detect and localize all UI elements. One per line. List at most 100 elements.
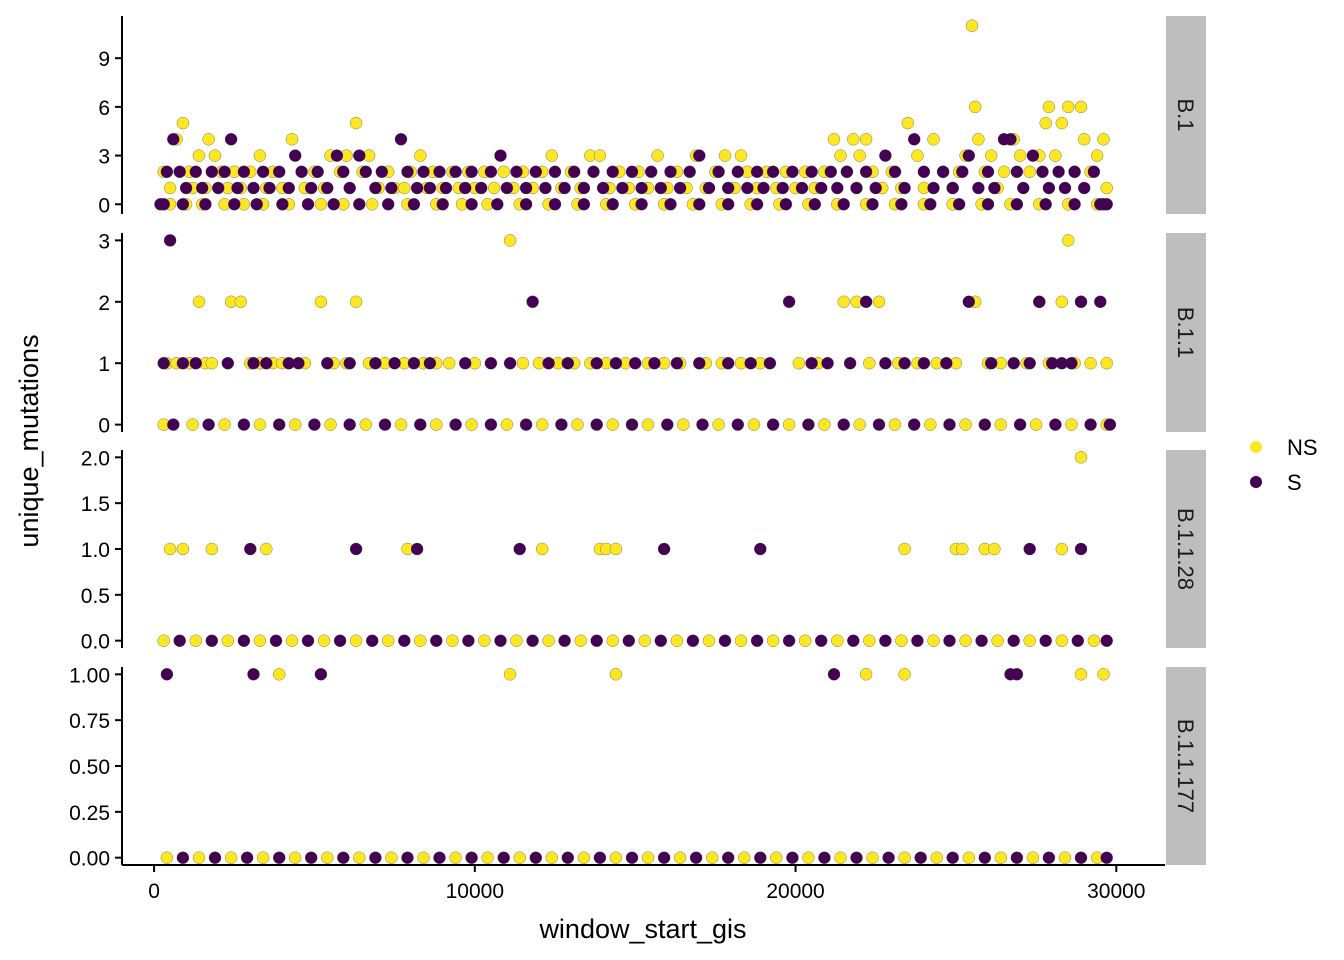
point-ns xyxy=(911,149,924,162)
point-s xyxy=(401,165,414,178)
y-tick-label: 1.5 xyxy=(81,493,110,516)
point-s xyxy=(394,133,408,146)
point-ns xyxy=(834,851,847,864)
scatter-points xyxy=(154,19,1117,864)
point-s xyxy=(308,418,321,431)
point-ns xyxy=(965,19,979,32)
point-s xyxy=(561,357,574,370)
point-ns xyxy=(324,418,337,431)
point-s xyxy=(433,851,446,864)
y-tick-label: 0 xyxy=(98,194,110,217)
panel-B-1-1-177: 0.00 0.25 0.50 0.75 1.00 xyxy=(69,664,123,871)
point-ns xyxy=(670,634,684,647)
point-ns xyxy=(1055,542,1068,556)
y-tick-label: 0 xyxy=(98,415,110,438)
point-s xyxy=(228,198,241,211)
point-ns xyxy=(349,116,363,130)
panels: 0 3 6 9 0 1 2 3 0.0 0.5 1.0 1.5 2.0 0.00 0.25 0.50 0.75 1… xyxy=(69,16,123,871)
point-s xyxy=(946,851,959,864)
point-s xyxy=(292,357,305,370)
point-s xyxy=(686,634,700,647)
point-s xyxy=(1100,851,1113,864)
point-ns xyxy=(186,418,199,431)
point-s xyxy=(459,181,472,195)
point-s xyxy=(952,198,966,211)
point-ns xyxy=(609,542,623,556)
point-s xyxy=(616,181,629,195)
point-s xyxy=(622,634,635,647)
point-s xyxy=(167,418,180,431)
point-ns xyxy=(208,149,222,162)
y-axis-label: unique_mutations xyxy=(14,334,44,547)
point-s xyxy=(1103,418,1117,431)
point-ns xyxy=(176,116,190,130)
point-ns xyxy=(956,542,969,556)
point-s xyxy=(462,634,475,647)
point-s xyxy=(981,165,995,178)
point-s xyxy=(590,357,603,370)
point-ns xyxy=(317,634,331,647)
point-ns xyxy=(985,149,998,162)
point-ns xyxy=(417,851,430,864)
point-s xyxy=(750,198,764,211)
point-s xyxy=(911,634,924,647)
point-s xyxy=(606,198,619,211)
point-s xyxy=(1071,634,1084,647)
legend: NS S xyxy=(1250,435,1318,495)
point-ns xyxy=(837,295,850,308)
point-s xyxy=(1078,181,1091,195)
point-s xyxy=(449,418,462,431)
y-tick-label: 3 xyxy=(98,146,110,169)
point-ns xyxy=(1078,133,1091,146)
point-s xyxy=(247,357,260,370)
point-ns xyxy=(349,295,363,308)
point-s xyxy=(718,634,732,647)
point-s xyxy=(1013,418,1027,431)
facet-strip-label: B.1.1.28 xyxy=(1173,508,1198,590)
point-s xyxy=(1017,181,1030,195)
point-ns xyxy=(1029,418,1043,431)
x-tick-label: 10000 xyxy=(446,880,504,903)
point-s xyxy=(1084,418,1097,431)
point-ns xyxy=(927,634,940,647)
point-ns xyxy=(285,133,299,146)
panel-points xyxy=(160,668,1113,864)
point-ns xyxy=(314,198,328,211)
point-s xyxy=(872,418,886,431)
point-s xyxy=(722,198,735,211)
point-s xyxy=(1010,668,1024,681)
point-s xyxy=(625,851,639,864)
point-ns xyxy=(1074,451,1088,464)
point-s xyxy=(465,165,478,178)
point-s xyxy=(189,165,202,178)
point-ns xyxy=(997,165,1011,178)
point-s xyxy=(199,198,212,211)
point-ns xyxy=(443,357,456,370)
point-s xyxy=(205,165,218,178)
point-s xyxy=(343,181,356,195)
point-ns xyxy=(221,634,234,647)
facet-strip: B.1 xyxy=(1166,16,1206,214)
point-s xyxy=(943,634,956,647)
point-ns xyxy=(766,634,780,647)
point-ns xyxy=(927,133,940,146)
point-s xyxy=(337,851,350,864)
point-ns xyxy=(930,851,943,864)
point-ns xyxy=(253,149,267,162)
point-ns xyxy=(382,634,395,647)
point-s xyxy=(1068,198,1081,211)
point-s xyxy=(529,165,542,178)
point-s xyxy=(1010,198,1024,211)
point-s xyxy=(577,181,591,195)
point-ns xyxy=(606,418,619,431)
point-s xyxy=(664,165,677,178)
point-ns xyxy=(1074,100,1088,114)
y-tick-label: 0.75 xyxy=(69,710,110,733)
point-ns xyxy=(1100,181,1113,195)
point-s xyxy=(1033,295,1046,308)
point-s xyxy=(250,198,263,211)
point-s xyxy=(924,198,937,211)
point-ns xyxy=(176,542,190,556)
point-s xyxy=(1052,165,1065,178)
